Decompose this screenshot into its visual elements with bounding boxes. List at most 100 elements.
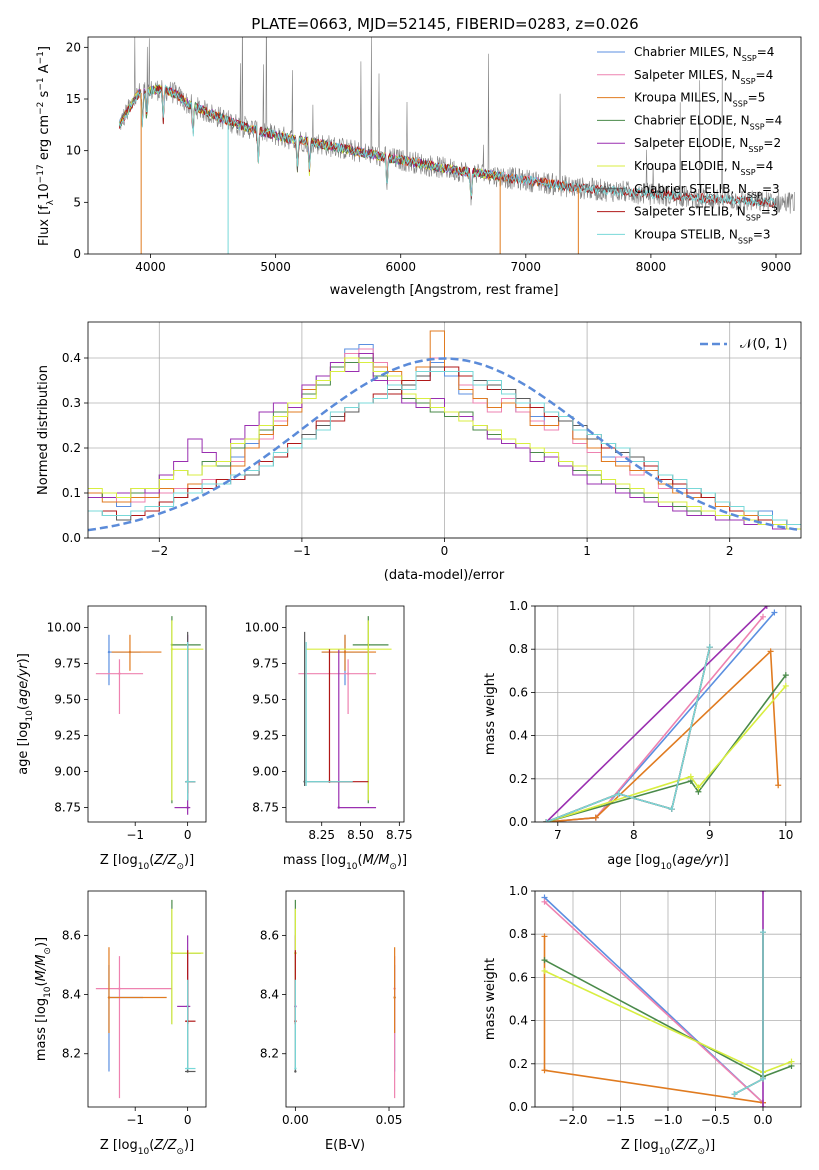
plus-marker xyxy=(788,1058,795,1065)
plus-marker xyxy=(541,967,548,974)
y-tick-label: 0 xyxy=(73,247,81,261)
x-tick-label: −1.5 xyxy=(606,1113,635,1127)
y-tick-label: 10 xyxy=(66,144,81,158)
mass-weight-vs-Z-lines xyxy=(541,891,795,1107)
plus-marker xyxy=(543,819,550,822)
y-axis-label: mass weight xyxy=(483,958,498,1040)
plus-marker xyxy=(695,784,702,791)
plus-marker xyxy=(541,933,548,940)
x-tick-label: −1 xyxy=(126,828,144,842)
x-tick-label: 0 xyxy=(184,1113,192,1127)
x-tick-label: 7 xyxy=(554,828,562,842)
histogram-kroupa-stelib xyxy=(88,371,801,525)
y-tick-label: 8.2 xyxy=(62,1047,81,1061)
plus-marker xyxy=(767,648,774,655)
model-line-kroupa-stelib xyxy=(118,84,777,208)
plus-marker xyxy=(541,898,548,905)
y-tick-label: 8.75 xyxy=(252,801,279,815)
legend-text: Kroupa ELODIE, N xyxy=(634,159,741,173)
y-tick-label: 8.4 xyxy=(62,988,81,1002)
age-vs-Z-points xyxy=(95,616,204,815)
label-part: Z/Z xyxy=(153,1138,177,1153)
label-part: age [log xyxy=(607,853,660,868)
label-part: 10 xyxy=(37,183,52,200)
x-tick-label: 8000 xyxy=(636,260,667,274)
mass-vs-Z-points xyxy=(95,899,204,1099)
age-vs-mass-axes: 8.25 8.50 8.75 8.75 9.00 9.25 9.50 9.75 10.00 mas… xyxy=(245,605,413,872)
data-point xyxy=(186,1067,189,1070)
label-part: λ xyxy=(46,199,56,205)
legend-value: =3 xyxy=(762,182,780,196)
legend-sub: SSP xyxy=(733,99,748,108)
mass-weight-vs-age-lines xyxy=(543,606,789,822)
y-axis-label: Flux [fλ10−17 erg cm−2 s−1 A−1] xyxy=(36,46,56,246)
plus-marker xyxy=(763,606,770,609)
label-part: erg cm xyxy=(37,115,52,164)
axes-border xyxy=(285,890,405,1108)
x-tick-label: 8.75 xyxy=(386,828,413,842)
label-part: )] xyxy=(719,853,729,868)
legend-text: Salpeter STELIB, N xyxy=(634,205,746,219)
label-part: ] xyxy=(37,46,52,51)
y-tick-label: 0.6 xyxy=(509,685,528,699)
plus-marker xyxy=(760,1075,766,1082)
model-line-salpeter-elodie xyxy=(118,85,501,198)
age-vs-mass-points xyxy=(298,616,392,809)
label-part: ⊙ xyxy=(697,1147,705,1157)
legend-text: Chabrier MILES, N xyxy=(634,45,742,59)
label-part: ( xyxy=(670,1138,675,1153)
legend-entry: Kroupa ELODIE, NSSP=4 xyxy=(634,159,773,177)
label-part: 10 xyxy=(660,862,672,872)
x-axis-label: (data-model)/error xyxy=(384,568,505,583)
data-point xyxy=(346,672,350,675)
legend-entry: Kroupa STELIB, NSSP=3 xyxy=(634,227,771,245)
model-line-chabrier-elodie xyxy=(118,84,501,197)
label-part: ( xyxy=(358,853,363,868)
label-part: ⊙ xyxy=(389,862,397,872)
label-part: )] xyxy=(397,853,407,868)
series-line-salpeter-elodie xyxy=(545,606,768,822)
legend-value: =4 xyxy=(765,113,783,127)
y-tick-label: 1.0 xyxy=(509,599,528,613)
y-axis-label: mass weight xyxy=(483,673,498,755)
label-part: mass [log xyxy=(34,998,49,1061)
x-tick-label: 8.50 xyxy=(347,828,374,842)
mass-vs-EBV-axes: 0.00 0.05 8.2 8.4 8.6 E(B-V) xyxy=(260,890,405,1153)
y-tick-label: 0.8 xyxy=(509,927,528,941)
legend-entry: Chabrier MILES, NSSP=4 xyxy=(634,45,774,63)
y-tick-label: 5 xyxy=(73,195,81,209)
label-part: M/M xyxy=(363,853,390,868)
legend-entry: Salpeter ELODIE, NSSP=2 xyxy=(634,136,781,154)
x-axis-label: Z [log10(Z/Z⊙)] xyxy=(621,1138,715,1157)
x-tick-label: 0.05 xyxy=(376,1113,403,1127)
label-part: Flux [f xyxy=(37,205,52,246)
observed-spectrum-line xyxy=(119,37,795,214)
figure-title: PLATE=0663, MJD=52145, FIBERID=0283, z=0… xyxy=(251,15,638,33)
x-axis-label: E(B-V) xyxy=(325,1138,365,1153)
axes-border xyxy=(87,321,802,539)
y-tick-label: 1.0 xyxy=(509,884,528,898)
label-part: 10 xyxy=(346,862,358,872)
data-point xyxy=(186,806,189,809)
model-line-kroupa-elodie xyxy=(118,84,501,196)
label-part: ( xyxy=(34,981,49,986)
legend-value: =4 xyxy=(756,159,774,173)
label-part: −17 xyxy=(36,164,46,183)
data-point xyxy=(294,1067,297,1070)
legend-entry: Kroupa MILES, NSSP=5 xyxy=(634,91,765,109)
axes-border xyxy=(534,890,802,1108)
label-part: 10 xyxy=(138,1147,150,1157)
y-tick-label: 9.75 xyxy=(54,657,81,671)
x-tick-label: 0 xyxy=(184,828,192,842)
legend-entry: Salpeter MILES, NSSP=4 xyxy=(634,68,773,86)
y-tick-label: 8.75 xyxy=(54,801,81,815)
data-point xyxy=(170,951,174,955)
legend-value: =3 xyxy=(761,205,779,219)
label-part: −1 xyxy=(36,51,46,64)
label-part: )] xyxy=(34,937,49,947)
x-axis-label: wavelength [Angstrom, rest frame] xyxy=(330,283,559,298)
plus-marker xyxy=(541,1067,548,1074)
label-part: ( xyxy=(149,853,154,868)
plus-marker xyxy=(706,644,713,651)
plus-marker xyxy=(760,613,766,620)
